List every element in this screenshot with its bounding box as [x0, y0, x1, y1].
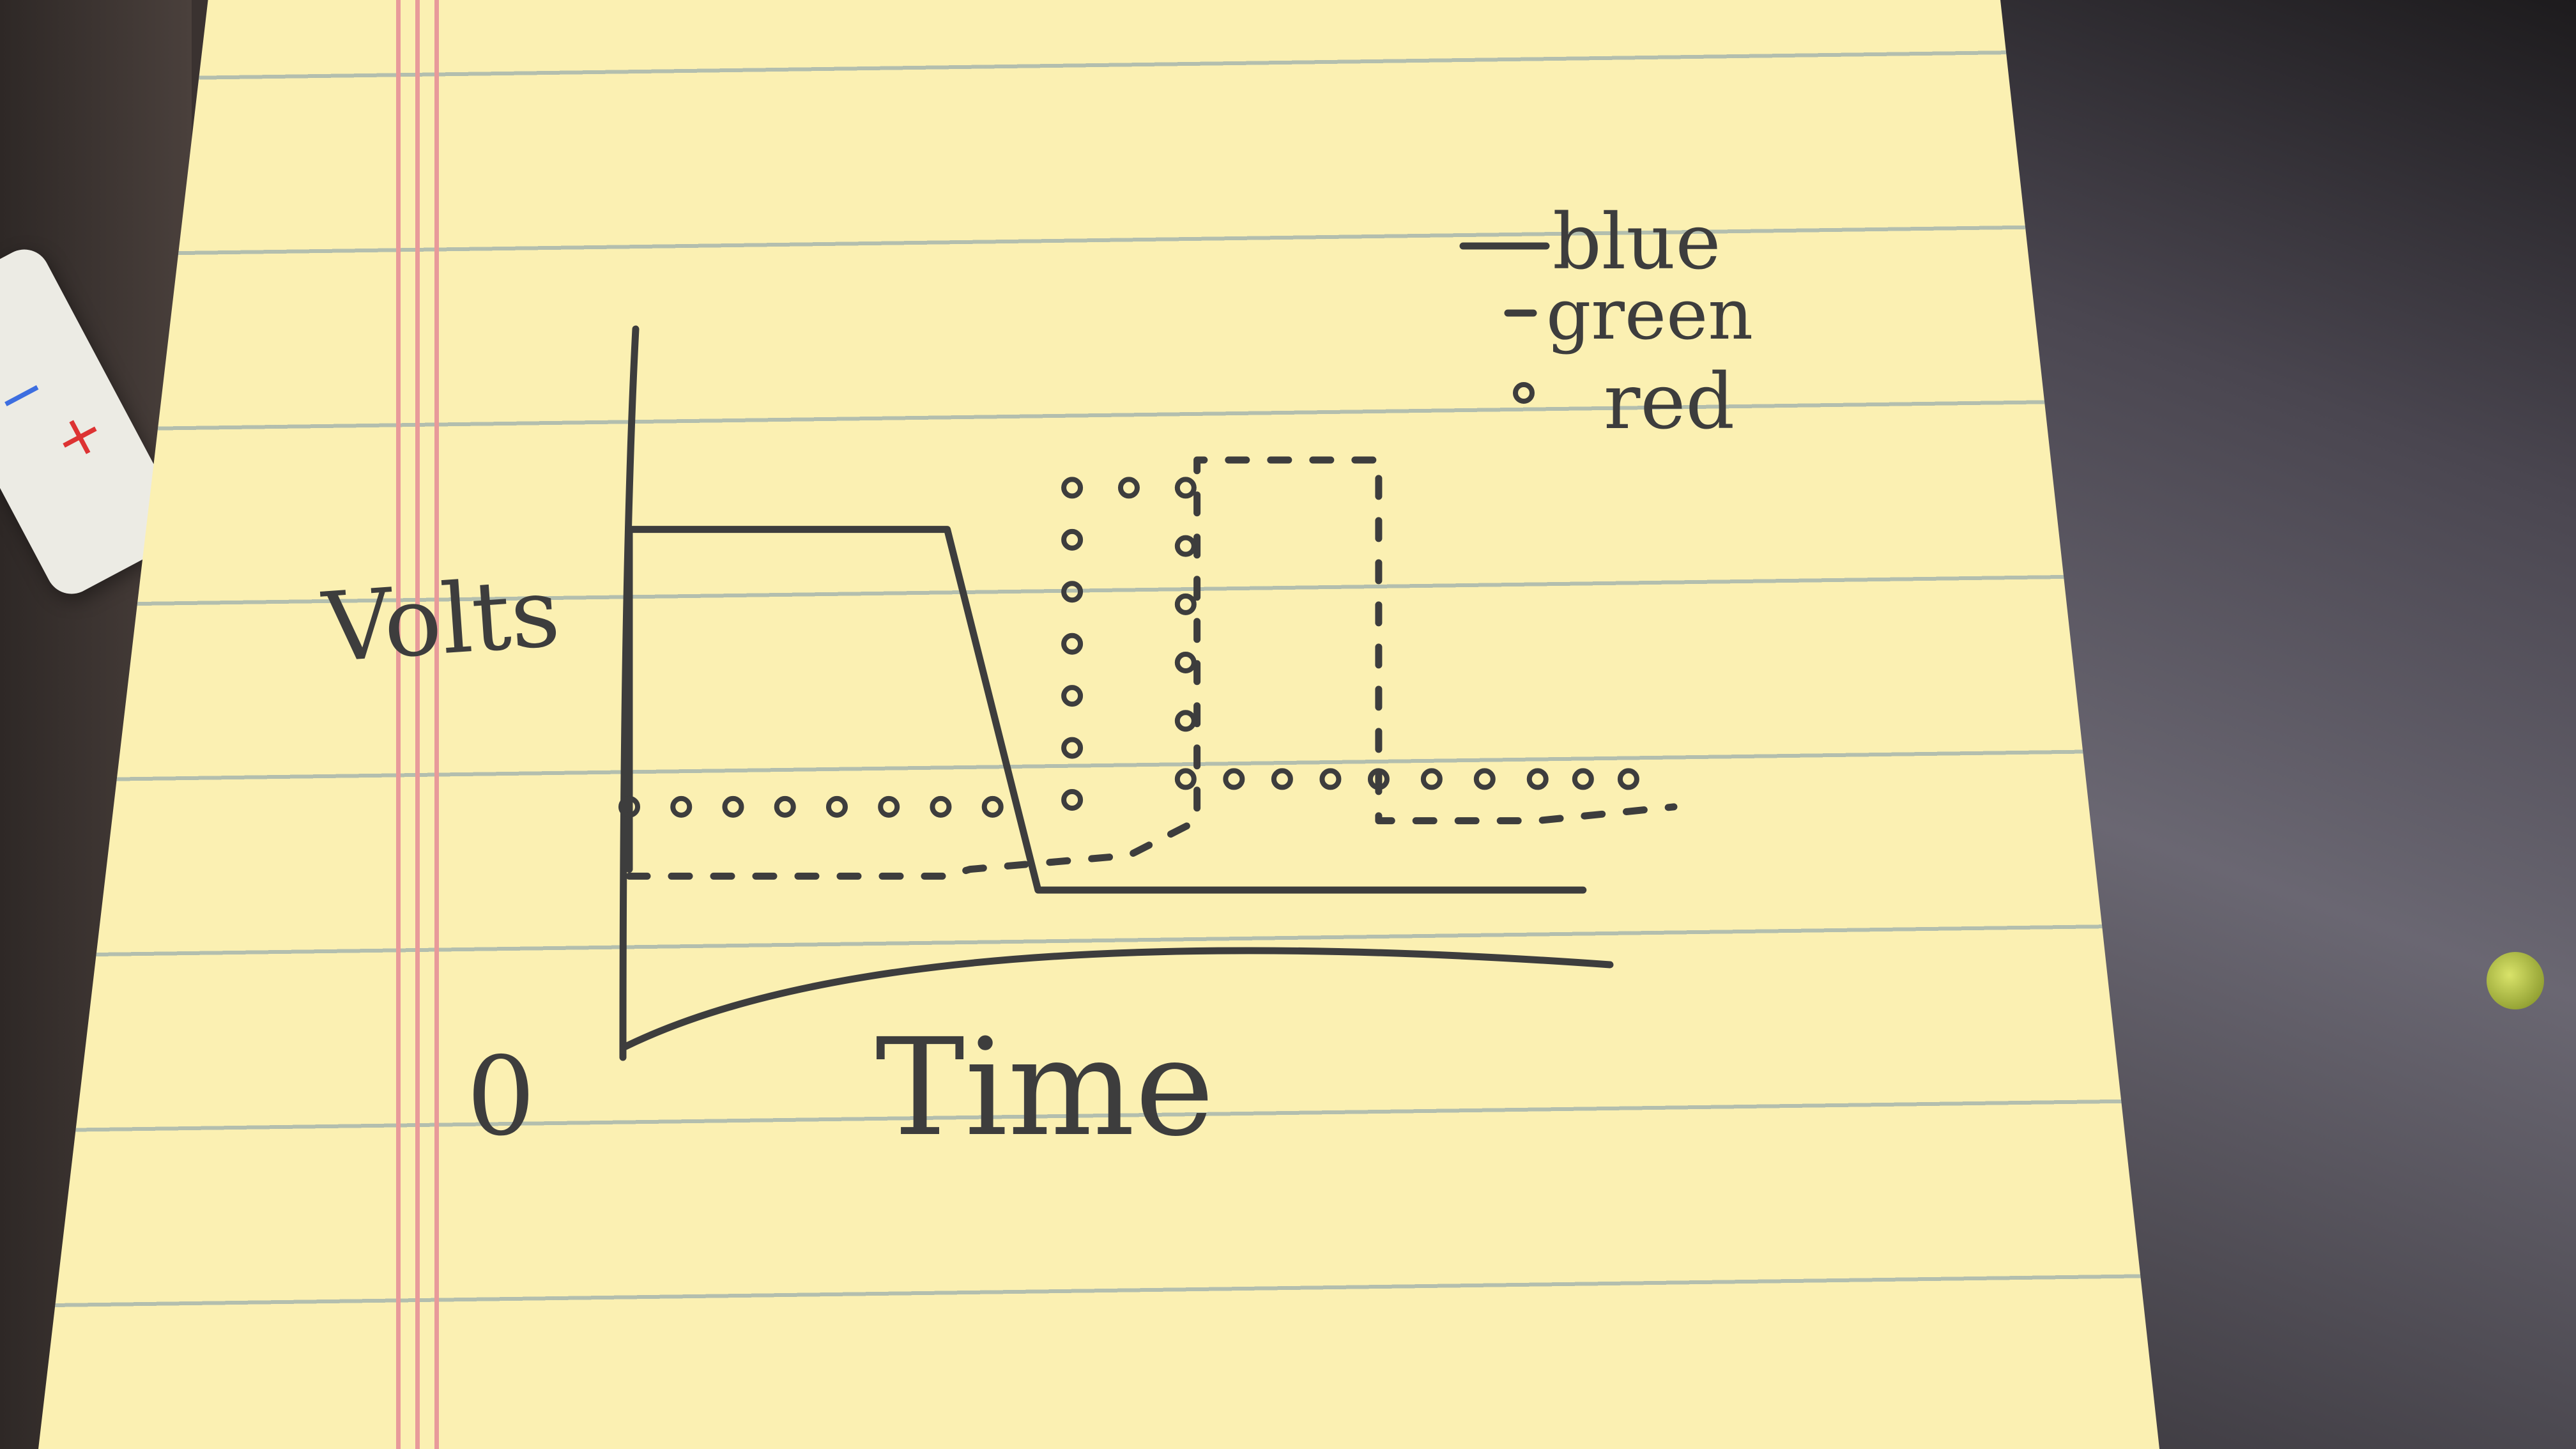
x-axis	[619, 947, 1614, 1052]
legend-label-red: red	[1604, 358, 1735, 447]
margin-line	[434, 0, 439, 1449]
origin-label: 0	[466, 1034, 535, 1160]
series-red-point	[1174, 710, 1197, 732]
margin-line	[415, 0, 420, 1449]
series-red-point	[1117, 477, 1140, 499]
series-red-point	[1174, 768, 1197, 790]
series-red-point	[825, 795, 848, 818]
series-red-point	[670, 795, 693, 818]
margin-line	[396, 0, 401, 1449]
series-red-point	[1617, 768, 1639, 790]
legend: blue green red	[1459, 198, 1753, 447]
series-red	[618, 477, 1639, 818]
series-red-point	[1572, 768, 1594, 790]
series-red-point	[1061, 528, 1084, 551]
series-red-point	[774, 795, 796, 818]
series-red-point	[1420, 768, 1443, 790]
series-red-point	[1061, 632, 1084, 655]
series-red-point	[1174, 593, 1197, 615]
push-pin	[2487, 952, 2544, 1009]
series-red-point	[1367, 768, 1390, 790]
series-red-point	[618, 795, 640, 818]
legal-pad-paper	[38, 0, 2159, 1449]
series-red-point	[1223, 768, 1245, 790]
series-red-point	[1061, 685, 1084, 707]
series-red-point	[1174, 535, 1197, 557]
series-red-point	[930, 795, 952, 818]
series-layer	[618, 456, 1678, 894]
x-axis-label: Time	[875, 1009, 1215, 1166]
legend-marker-red	[1513, 382, 1535, 404]
series-red-point	[1473, 768, 1496, 790]
series-red-point	[1061, 477, 1084, 499]
series-green-line	[625, 456, 1678, 880]
series-red-point	[1174, 652, 1197, 674]
series-red-point	[1061, 737, 1084, 759]
series-blue	[625, 526, 1587, 894]
series-red-point	[1174, 477, 1197, 499]
series-red-point	[1319, 768, 1342, 790]
series-red-point	[1061, 581, 1084, 603]
series-red-point	[1271, 768, 1293, 790]
series-red-point	[878, 795, 900, 818]
series-green	[625, 456, 1678, 880]
series-blue-line	[625, 526, 1587, 894]
series-red-point	[981, 795, 1004, 818]
series-red-point	[1061, 789, 1084, 811]
series-red-point	[1526, 768, 1549, 790]
series-red-point	[722, 795, 744, 818]
legend-label-blue: blue	[1552, 198, 1721, 287]
y-axis-label: Volts	[318, 557, 563, 685]
legend-label-green: green	[1546, 273, 1753, 355]
